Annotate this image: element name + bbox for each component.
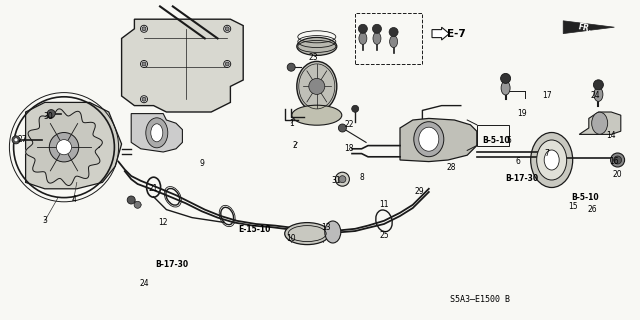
Circle shape	[141, 25, 147, 32]
Text: 21: 21	[149, 184, 158, 193]
Text: B-5-10: B-5-10	[482, 136, 509, 145]
Circle shape	[141, 60, 147, 68]
Polygon shape	[563, 21, 614, 34]
Text: B-17-30: B-17-30	[155, 260, 188, 269]
Ellipse shape	[592, 112, 608, 134]
Text: 26: 26	[587, 205, 597, 214]
Ellipse shape	[146, 118, 168, 148]
Text: E-7: E-7	[447, 28, 465, 39]
Text: 15: 15	[568, 202, 578, 211]
Polygon shape	[26, 109, 102, 186]
Circle shape	[287, 63, 295, 71]
Ellipse shape	[419, 127, 439, 151]
Circle shape	[225, 27, 229, 31]
Text: 9: 9	[199, 159, 204, 168]
Ellipse shape	[285, 223, 330, 244]
Text: B-5-10: B-5-10	[572, 193, 599, 202]
Text: 29: 29	[414, 188, 424, 196]
Text: 2: 2	[292, 141, 297, 150]
Ellipse shape	[297, 61, 337, 111]
Circle shape	[339, 124, 346, 132]
Text: FR.: FR.	[577, 22, 592, 34]
Text: 10: 10	[286, 234, 296, 243]
Text: 20: 20	[612, 170, 623, 179]
Circle shape	[56, 140, 72, 155]
Circle shape	[352, 105, 358, 112]
Circle shape	[614, 156, 621, 164]
Ellipse shape	[537, 140, 566, 180]
Text: 24: 24	[590, 92, 600, 100]
Text: 14: 14	[606, 132, 616, 140]
Text: 23: 23	[308, 53, 319, 62]
Text: 30: 30	[43, 112, 53, 121]
Text: 8: 8	[359, 173, 364, 182]
Circle shape	[611, 153, 625, 167]
Text: B-17-30: B-17-30	[506, 174, 539, 183]
Text: 6: 6	[516, 157, 521, 166]
Ellipse shape	[359, 32, 367, 44]
Text: 11: 11	[380, 200, 388, 209]
Ellipse shape	[594, 87, 603, 101]
Text: 7: 7	[545, 149, 550, 158]
Text: 3: 3	[42, 216, 47, 225]
Text: 28: 28	[447, 164, 456, 172]
Circle shape	[12, 136, 20, 144]
Polygon shape	[131, 114, 182, 152]
Circle shape	[225, 62, 229, 66]
FancyArrow shape	[432, 27, 449, 40]
Circle shape	[224, 25, 230, 32]
Ellipse shape	[292, 105, 342, 125]
Circle shape	[142, 62, 146, 66]
Circle shape	[224, 60, 230, 68]
Circle shape	[142, 97, 146, 101]
Text: 31: 31	[331, 176, 341, 185]
Text: 16: 16	[609, 157, 620, 166]
Text: 24: 24	[139, 279, 149, 288]
Bar	[355, 13, 422, 64]
Circle shape	[134, 201, 141, 208]
Circle shape	[141, 96, 147, 103]
Text: 27: 27	[17, 135, 28, 144]
Circle shape	[127, 196, 135, 204]
Text: 13: 13	[321, 223, 332, 232]
Circle shape	[339, 176, 346, 183]
Polygon shape	[122, 19, 243, 112]
Text: 18: 18	[344, 144, 353, 153]
Ellipse shape	[325, 221, 341, 243]
Circle shape	[47, 109, 55, 117]
Ellipse shape	[390, 36, 397, 48]
Circle shape	[14, 138, 18, 142]
Ellipse shape	[531, 132, 573, 188]
Text: 25: 25	[379, 231, 389, 240]
Ellipse shape	[297, 37, 337, 55]
Ellipse shape	[544, 150, 559, 170]
Ellipse shape	[414, 122, 444, 157]
Text: 4: 4	[71, 196, 76, 204]
Circle shape	[593, 80, 604, 90]
Text: E-15-10: E-15-10	[239, 225, 271, 234]
Circle shape	[500, 73, 511, 84]
Text: 5: 5	[506, 136, 511, 145]
Text: 22: 22	[344, 120, 353, 129]
Circle shape	[49, 132, 79, 162]
Ellipse shape	[151, 124, 163, 142]
Polygon shape	[26, 102, 122, 189]
Text: 1: 1	[289, 119, 294, 128]
Circle shape	[372, 24, 381, 33]
Circle shape	[309, 78, 325, 94]
Text: 17: 17	[542, 92, 552, 100]
Polygon shape	[400, 118, 477, 162]
Bar	[477, 125, 509, 146]
Text: S5A3–E1500 B: S5A3–E1500 B	[450, 295, 510, 304]
Circle shape	[335, 172, 349, 186]
Circle shape	[358, 24, 367, 33]
Circle shape	[389, 28, 398, 36]
Text: 19: 19	[516, 109, 527, 118]
Text: 12: 12	[159, 218, 168, 227]
Polygon shape	[579, 112, 621, 134]
Ellipse shape	[373, 32, 381, 44]
Ellipse shape	[501, 81, 510, 95]
Circle shape	[142, 27, 146, 31]
